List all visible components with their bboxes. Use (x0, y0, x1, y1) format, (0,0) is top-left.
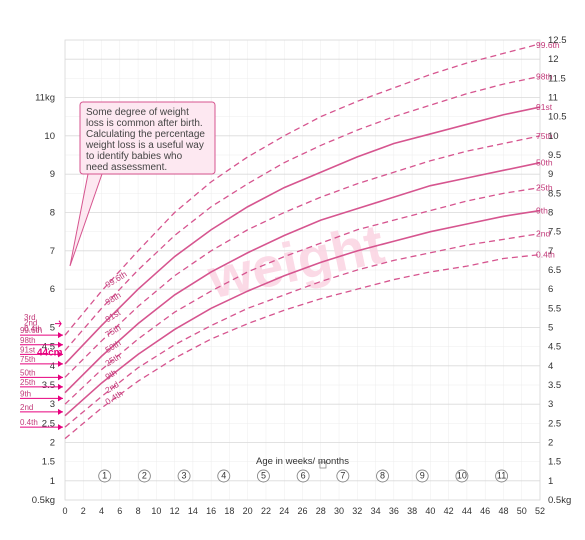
y-right-label: 4.5 (548, 342, 561, 353)
y-left-label: 3.5 (42, 380, 55, 391)
y-left-label: 7 (50, 246, 55, 257)
x-week-label: 24 (279, 506, 289, 516)
x-week-label: 20 (243, 506, 253, 516)
x-week-label: 16 (206, 506, 216, 516)
y-left-label: 11kg (35, 93, 55, 104)
y-right-label: 2.5 (548, 418, 561, 429)
x-week-label: 2 (81, 506, 86, 516)
y-right-label: 1.5 (548, 457, 561, 468)
x-week-label: 46 (480, 506, 490, 516)
y-right-label: 11 (548, 93, 558, 104)
y-left-label: 6 (50, 284, 55, 295)
x-week-label: 22 (261, 506, 271, 516)
x-week-label: 8 (136, 506, 141, 516)
x-week-label: 14 (188, 506, 198, 516)
percentile-label-right: 9th (536, 206, 548, 216)
month-marker-label: 4 (221, 471, 226, 481)
y-left-label: 0.5kg (32, 495, 55, 506)
percentile-flag-label: 9th (20, 389, 31, 398)
y-left-label: 9 (50, 169, 55, 180)
percentile-flag-label: 2nd (20, 403, 33, 412)
y-right-label: 12 (548, 54, 559, 65)
x-week-label: 34 (371, 506, 381, 516)
x-week-label: 12 (170, 506, 180, 516)
y-left-label: 1.5 (42, 457, 55, 468)
y-right-label: 3 (548, 399, 553, 410)
month-marker-label: 9 (420, 471, 425, 481)
month-marker-label: 2 (142, 471, 147, 481)
y-left-label: 3 (50, 399, 55, 410)
month-marker-label: 10 (457, 471, 467, 481)
x-week-label: 38 (407, 506, 417, 516)
x-week-label: 48 (498, 506, 508, 516)
percentile-flag-label-top: 0.4th (24, 324, 42, 333)
info-note-line: Calculating the percentage (86, 129, 205, 140)
y-right-label: 4 (548, 361, 553, 372)
month-marker-label: 11 (497, 471, 506, 481)
x-week-label: 10 (151, 506, 161, 516)
y-right-label: 6.5 (548, 265, 561, 276)
x-week-label: 50 (517, 506, 527, 516)
x-week-label: 6 (117, 506, 122, 516)
month-marker-label: 1 (102, 471, 107, 481)
y-right-label: 5 (548, 323, 553, 334)
y-right-label: 12.5 (548, 35, 567, 46)
x-week-label: 18 (224, 506, 234, 516)
info-note-line: to identify babies who (86, 151, 183, 162)
x-week-label: 30 (334, 506, 344, 516)
month-marker-label: 8 (380, 471, 385, 481)
percentile-flag-label: 75th (20, 355, 36, 364)
x-week-label: 40 (425, 506, 435, 516)
y-left-label: 10 (44, 131, 55, 142)
y-left-label: 1 (50, 476, 55, 487)
y-right-label: 5.5 (548, 303, 561, 314)
y-right-label: 10 (548, 131, 559, 142)
y-right-label: 0.5kg (548, 495, 571, 506)
y-left-label: 2 (50, 438, 55, 449)
length-cm-label: 44cm (37, 347, 63, 358)
x-week-label: 52 (535, 506, 545, 516)
y-right-label: 10.5 (548, 112, 567, 123)
y-right-label: 1 (548, 476, 553, 487)
y-right-label: 11.5 (548, 73, 566, 84)
month-marker-label: 3 (182, 471, 187, 481)
y-right-label: 2 (548, 438, 553, 449)
month-marker-label: 5 (261, 471, 266, 481)
y-right-label: 3.5 (548, 380, 561, 391)
percentile-flag-label: 91st (20, 345, 36, 354)
x-week-label: 26 (297, 506, 307, 516)
y-right-label: 9 (548, 169, 553, 180)
y-right-label: 7.5 (548, 227, 561, 238)
info-note-line: need assessment. (86, 162, 167, 173)
y-left-label: 5 (50, 323, 55, 334)
month-marker-label: 6 (301, 471, 306, 481)
y-right-label: 8.5 (548, 188, 561, 199)
y-left-label: 8 (50, 208, 55, 219)
y-left-label: 4 (50, 361, 55, 372)
x-week-label: 28 (316, 506, 326, 516)
info-note-line: loss is common after birth. (86, 118, 203, 129)
x-week-label: 42 (444, 506, 454, 516)
y-left-label: 2.5 (42, 418, 55, 429)
growth-chart: weight0.4th0.4th2nd2nd9th9th25th25th50th… (0, 0, 585, 540)
x-week-label: 4 (99, 506, 104, 516)
x-week-label: 32 (352, 506, 362, 516)
percentile-flag-label: 0.4th (20, 418, 38, 427)
y-right-label: 7 (548, 246, 553, 257)
x-week-label: 44 (462, 506, 472, 516)
x-week-label: 36 (389, 506, 399, 516)
info-note-line: Some degree of weight (86, 107, 189, 118)
info-note-line: weight loss is a useful way (85, 140, 204, 151)
y-right-label: 8 (548, 208, 553, 219)
percentile-label-right: 91st (536, 102, 553, 112)
x-axis-label: Age in weeks/ months (256, 456, 349, 467)
percentile-flag-label: 98th (20, 336, 36, 345)
y-right-label: 9.5 (548, 150, 561, 161)
percentile-flag-label: 25th (20, 378, 36, 387)
y-right-label: 6 (548, 284, 553, 295)
month-marker-label: 7 (340, 471, 345, 481)
percentile-flag-label: 50th (20, 368, 36, 377)
x-week-label: 0 (62, 506, 67, 516)
